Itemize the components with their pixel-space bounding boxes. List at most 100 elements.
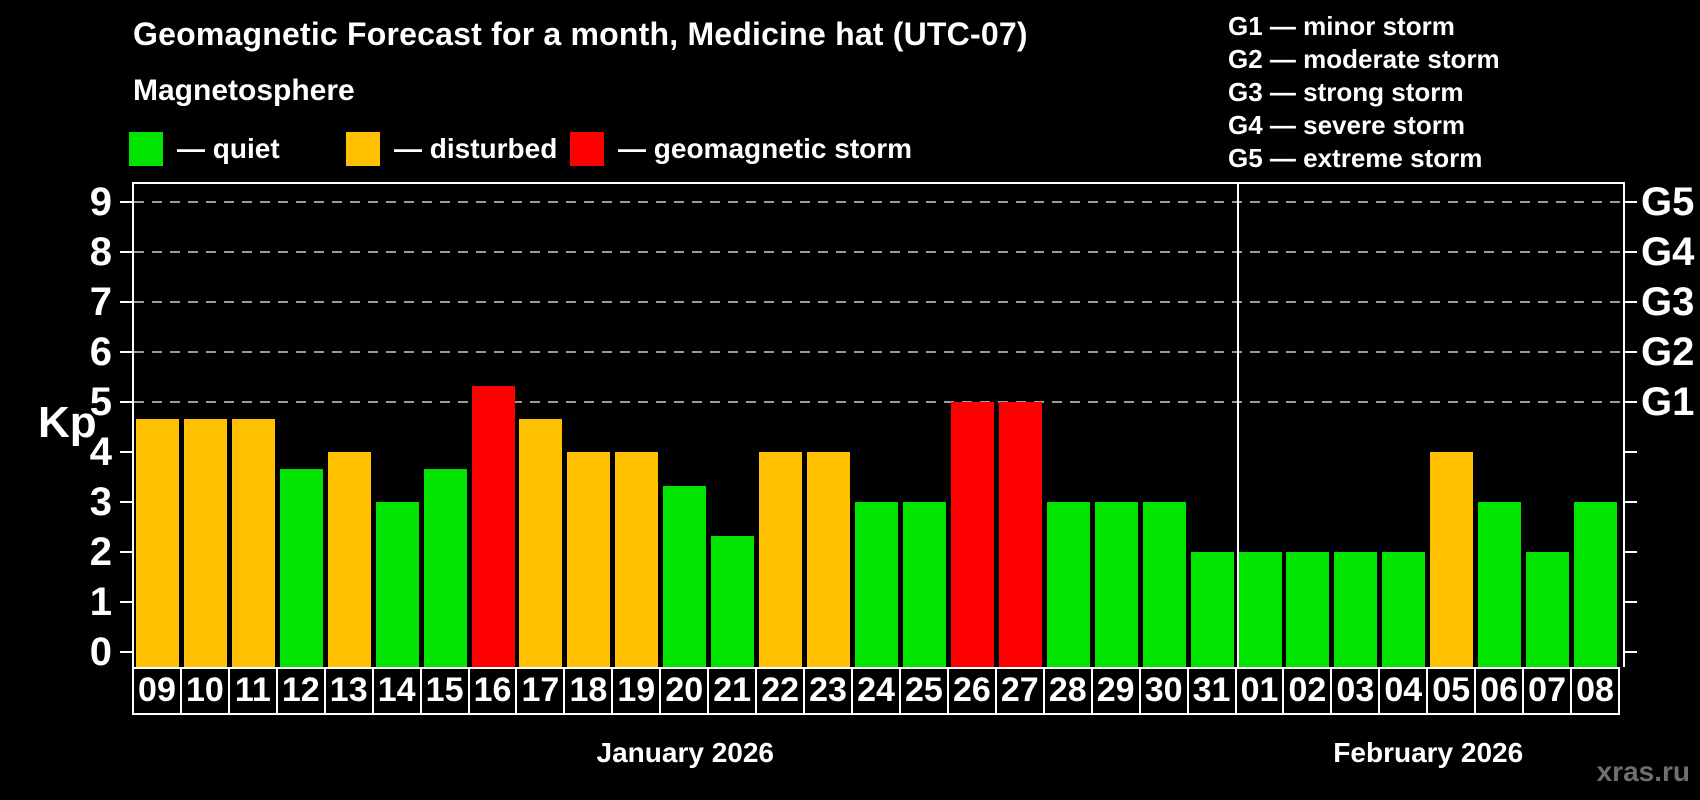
date-label-cell: 02 [1282,667,1333,715]
kp-bar-day-30 [1142,502,1186,667]
g-axis-tick [1625,651,1637,653]
y-axis-tick [120,451,132,453]
y-axis-tick [120,501,132,503]
date-label-cell: 14 [371,667,422,715]
kp-bar-day-10 [183,418,227,667]
date-label-cell: 17 [515,667,566,715]
g-scale-legend: G1 — minor storm G2 — moderate storm G3 — … [1228,10,1500,175]
legend-item-disturbed: — disturbed [346,131,557,167]
g-axis-tick [1625,601,1637,603]
date-label-cell: 09 [132,667,182,715]
date-label-cell: 20 [659,667,710,715]
kp-bar-day-20 [663,485,707,667]
date-label-cell: 23 [803,667,854,715]
y-axis-tick-label: 5 [89,380,112,424]
month-label-february: February 2026 [1333,737,1524,768]
plot-area: 0 1 2 3 4 5 6 7 8 9 G1 G2 G3 G4 G5 [90,180,1695,674]
g-axis-tick [1625,501,1637,503]
gridline-kp-5 [134,401,1623,403]
g-scale-legend-line: G1 — minor storm [1228,11,1455,41]
g-axis-tick [1625,451,1637,453]
g-axis-tick [1625,251,1637,253]
date-label-cell: 28 [1042,667,1093,715]
date-label-cell: 10 [179,667,230,715]
kp-bar-day-08 [1574,502,1618,667]
date-labels-row: 09 10 11 12 13 14 15 16 17 18 19 20 21 22 23 24 25 26 27 28… [132,667,1624,715]
y-axis-tick-label: 0 [89,630,112,674]
g-axis-tick-label: G5 [1641,180,1695,224]
date-label-cell: 08 [1570,667,1620,715]
kp-bar-day-28 [1046,502,1090,667]
y-axis-tick-label: 7 [89,280,112,324]
kp-bar-day-25 [902,502,946,667]
g-scale-legend-line: G5 — extreme storm [1228,143,1483,173]
y-axis-tick [120,651,132,653]
kp-bar-day-24 [855,502,899,667]
y-axis-tick [120,201,132,203]
g-scale-legend-line: G2 — moderate storm [1228,44,1500,74]
date-label-cell: 03 [1330,667,1381,715]
kp-bar-day-26 [950,402,994,667]
gridline-kp-8 [134,251,1623,253]
kp-axis-label: Kp [38,398,97,447]
kp-bar-day-04 [1382,552,1426,667]
date-label-cell: 15 [419,667,470,715]
date-label-cell: 01 [1234,667,1285,715]
date-label-cell: 26 [946,667,997,715]
g-axis-tick [1625,401,1637,403]
date-label-cell: 24 [851,667,901,715]
gridline-kp-9 [134,201,1623,203]
y-axis-tick-label: 4 [89,430,112,474]
y-axis-tick [120,551,132,553]
g-axis-tick-label: G4 [1641,230,1695,274]
g-axis-tick [1625,551,1637,553]
kp-bar-day-12 [279,468,323,667]
kp-bar-day-15 [423,468,467,667]
kp-bar-day-05 [1430,452,1474,667]
legend-item-storm: — geomagnetic storm [570,131,912,167]
kp-bar-day-19 [615,452,659,667]
date-label-cell: 19 [611,667,662,715]
y-axis-tick-label: 1 [89,580,112,624]
y-axis-tick-label: 8 [89,230,112,274]
date-label-cell: 27 [994,667,1045,715]
kp-bar-day-14 [375,502,419,667]
storm-color-swatch [570,132,604,166]
kp-bar-day-01 [1238,552,1282,667]
g-scale-legend-line: G4 — severe storm [1228,110,1466,140]
y-axis-tick [120,301,132,303]
date-label-cell: 06 [1474,667,1525,715]
g-axis-tick [1625,351,1637,353]
legend-item-label: — geomagnetic storm [618,133,913,164]
legend-item-quiet: — quiet [129,131,280,167]
kp-bar-day-23 [807,452,851,667]
kp-bar-day-11 [231,418,275,667]
y-axis-tick [120,351,132,353]
kp-bar-day-06 [1478,502,1522,667]
date-label-cell: 16 [467,667,518,715]
g-scale-legend-line: G3 — strong storm [1228,77,1464,107]
month-label-january: January 2026 [596,737,774,768]
kp-bar-day-27 [998,402,1042,667]
watermark: xras.ru [1596,756,1690,787]
kp-bar-day-13 [327,452,371,667]
date-label-cell: 25 [898,667,949,715]
quiet-color-swatch [129,132,163,166]
date-label-cell: 04 [1378,667,1429,715]
date-label-cell: 07 [1522,667,1573,715]
kp-bar-day-09 [136,418,179,667]
gridline-kp-7 [134,301,1623,303]
kp-bar-day-21 [711,535,755,667]
chart-subtitle: Magnetosphere [133,74,355,107]
y-axis-tick [120,401,132,403]
y-axis-tick-label: 3 [89,480,112,524]
g-axis-tick [1625,301,1637,303]
date-label-cell: 30 [1138,667,1189,715]
g-axis-tick [1625,201,1637,203]
kp-bar-day-18 [567,452,611,667]
y-axis-tick-label: 6 [89,330,112,374]
kp-bar-day-17 [519,418,563,667]
kp-bar-day-22 [759,452,803,667]
kp-bar-day-07 [1526,552,1570,667]
date-label-cell: 29 [1090,667,1141,715]
